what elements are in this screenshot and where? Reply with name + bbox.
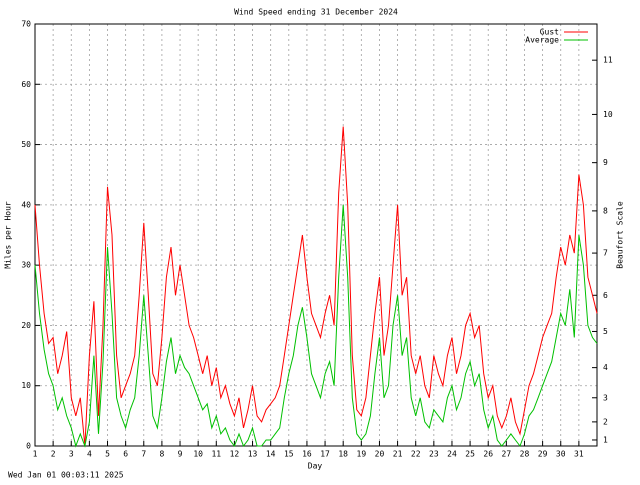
legend-label: Average — [525, 36, 559, 45]
y2-tick-label: 6 — [603, 291, 608, 300]
x-tick-label: 16 — [302, 450, 312, 459]
y-axis-label: Miles per Hour — [4, 201, 13, 269]
y2-tick-label: 8 — [603, 206, 608, 215]
y-tick-label: 30 — [21, 261, 31, 270]
x-tick-label: 13 — [248, 450, 258, 459]
x-tick-label: 24 — [447, 450, 457, 459]
y2-tick-label: 11 — [603, 56, 613, 65]
y-tick-label: 60 — [21, 80, 31, 89]
chart-title: Wind Speed ending 31 December 2024 — [234, 8, 398, 17]
x-tick-label: 22 — [411, 450, 421, 459]
y-tick-label: 70 — [21, 20, 31, 29]
y2-tick-label: 5 — [603, 327, 608, 336]
x-tick-label: 26 — [483, 450, 493, 459]
y-tick-label: 40 — [21, 200, 31, 209]
y2-tick-label: 1 — [603, 435, 608, 444]
x-tick-label: 6 — [123, 450, 128, 459]
legend-label: Gust — [540, 28, 559, 37]
x-tick-label: 5 — [105, 450, 110, 459]
timestamp: Wed Jan 01 00:03:11 2025 — [8, 471, 124, 480]
x-tick-label: 9 — [178, 450, 183, 459]
x-tick-label: 31 — [574, 450, 584, 459]
plot-frame — [34, 23, 598, 447]
x-tick-label: 14 — [266, 450, 276, 459]
x-tick-label: 19 — [357, 450, 367, 459]
x-tick-label: 27 — [502, 450, 512, 459]
x-tick-label: 11 — [211, 450, 221, 459]
x-tick-label: 7 — [141, 450, 146, 459]
x-tick-label: 21 — [393, 450, 403, 459]
x-tick-label: 25 — [465, 450, 475, 459]
x-tick-label: 20 — [375, 450, 385, 459]
x-tick-label: 15 — [284, 450, 294, 459]
x-tick-label: 12 — [230, 450, 240, 459]
y-tick-label: 10 — [21, 381, 31, 390]
x-tick-label: 10 — [193, 450, 203, 459]
y-tick-label: 0 — [26, 442, 31, 451]
x-tick-label: 4 — [87, 450, 92, 459]
series-line — [34, 204, 598, 448]
x-tick-label: 8 — [159, 450, 164, 459]
x-tick-label: 29 — [538, 450, 548, 459]
y-tick-label: 50 — [21, 140, 31, 149]
x-tick-label: 18 — [338, 450, 348, 459]
y-tick-label: 20 — [21, 321, 31, 330]
y2-tick-label: 7 — [603, 249, 608, 258]
x-tick-label: 1 — [33, 450, 38, 459]
x-tick-label: 3 — [69, 450, 74, 459]
x-tick-label: 23 — [429, 450, 439, 459]
y2-tick-label: 2 — [603, 417, 608, 426]
y2-axis-label: Beaufort Scale — [616, 201, 625, 269]
x-tick-label: 2 — [51, 450, 56, 459]
x-tick-label: 17 — [320, 450, 330, 459]
x-axis-label: Day — [308, 462, 323, 471]
x-tick-label: 30 — [556, 450, 566, 459]
y2-tick-label: 9 — [603, 158, 608, 167]
series-line — [34, 126, 598, 447]
y2-tick-label: 10 — [603, 110, 613, 119]
y2-tick-label: 4 — [603, 363, 608, 372]
y2-tick-label: 3 — [603, 393, 608, 402]
x-tick-label: 28 — [520, 450, 530, 459]
